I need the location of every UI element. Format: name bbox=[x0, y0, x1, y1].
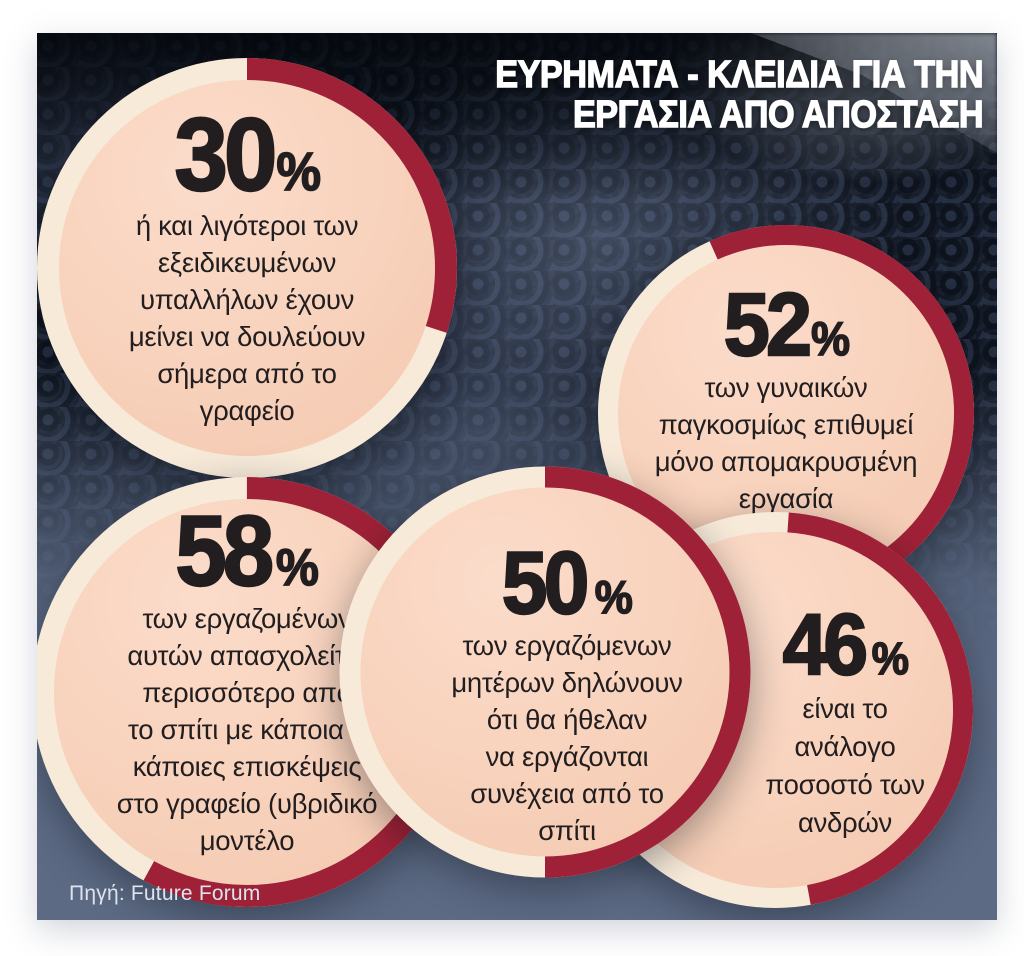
stat-value-row: 50 % bbox=[501, 533, 634, 632]
stat-description: των εργαζόμενων μητέρων δηλώνουν ότι θα … bbox=[451, 630, 683, 847]
stat-value: 46 bbox=[781, 597, 868, 693]
headline-line-2: ΕΡΓΑΣΙΑ ΑΠΟ ΑΠΟΣΤΑΣΗ bbox=[572, 94, 984, 136]
percent-sign: % bbox=[275, 539, 320, 597]
stat-value-row: 30 % bbox=[173, 97, 321, 212]
percent-sign: % bbox=[810, 312, 850, 365]
ring-progress bbox=[37, 58, 457, 478]
stat-circle-30: 30 % ή και λιγότεροι των εξειδικευμένων … bbox=[37, 58, 457, 478]
headline: ΕΥΡΗΜΑΤΑ - ΚΛΕΙΔΙΑ ΓΙΑ ΤΗΝ ΕΡΓΑΣΙΑ ΑΠΟ Α… bbox=[494, 54, 984, 136]
stat-content: 46 % είναι το ανάλογο ποσοστό των ανδρών bbox=[647, 512, 997, 908]
donut-ring bbox=[339, 466, 751, 878]
stat-value-row: 58 % bbox=[175, 495, 320, 606]
percent-sign: % bbox=[275, 142, 321, 202]
stat-content: 30 % ή και λιγότεροι των εξειδικευμένων … bbox=[37, 58, 457, 478]
infographic-canvas: ΕΥΡΗΜΑΤΑ - ΚΛΕΙΔΙΑ ΓΙΑ ΤΗΝ ΕΡΓΑΣΙΑ ΑΠΟ Α… bbox=[37, 33, 997, 920]
stat-description: ή και λιγότεροι των εξειδικευμένων υπαλλ… bbox=[128, 209, 366, 426]
percent-sign: % bbox=[594, 571, 634, 623]
stat-value-row: 46 % bbox=[781, 597, 910, 693]
stat-content: 50 % των εργαζόμενων μητέρων δηλώνουν ότ… bbox=[361, 466, 773, 878]
stat-description: των γυναικών παγκοσμίως επιθυμεί μόνο απ… bbox=[654, 372, 918, 515]
stat-value: 52 bbox=[722, 274, 813, 374]
stat-circle-50: 50 % των εργαζόμενων μητέρων δηλώνουν ότ… bbox=[339, 466, 751, 878]
stat-content: 52 % των γυναικών παγκοσμίως επιθυμεί μό… bbox=[598, 225, 974, 601]
stat-disc bbox=[354, 481, 736, 863]
donut-ring bbox=[37, 58, 457, 478]
percent-sign: % bbox=[871, 633, 910, 684]
stat-circle-46: 46 % είναι το ανάλογο ποσοστό των ανδρών bbox=[577, 512, 973, 908]
ring-progress bbox=[339, 466, 751, 878]
stat-value: 50 bbox=[501, 533, 591, 632]
stat-disc bbox=[53, 74, 441, 462]
stat-value: 30 bbox=[173, 97, 278, 212]
stat-value: 58 bbox=[175, 495, 276, 606]
stat-description: είναι το ανάλογο ποσοστό των ανδρών bbox=[765, 692, 925, 838]
headline-line-1: ΕΥΡΗΜΑΤΑ - ΚΛΕΙΔΙΑ ΓΙΑ ΤΗΝ bbox=[494, 54, 984, 96]
source-credit: Πηγή: Future Forum bbox=[69, 882, 261, 905]
stat-value-row: 52 % bbox=[722, 274, 850, 374]
